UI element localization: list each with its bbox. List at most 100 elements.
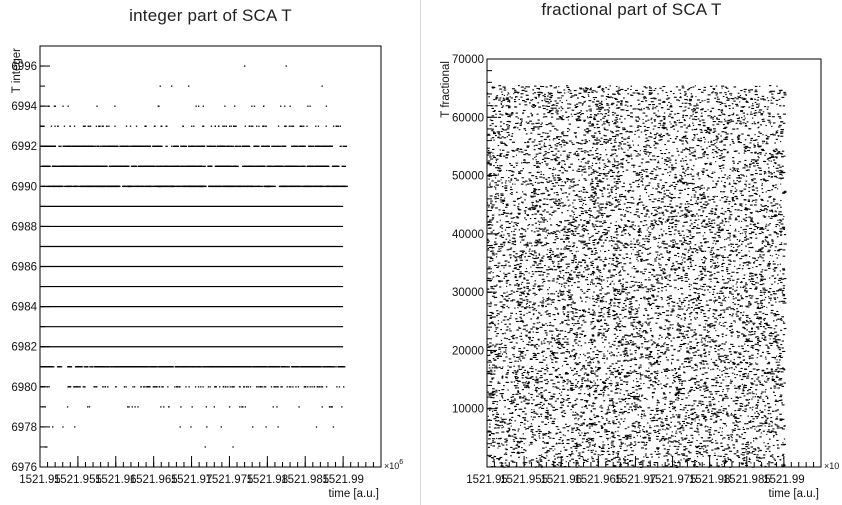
data-point [488, 426, 491, 428]
data-point [768, 115, 771, 117]
data-point [491, 367, 494, 369]
data-point [309, 105, 311, 107]
data-point [682, 453, 685, 455]
data-point [42, 406, 44, 408]
data-point [669, 285, 672, 287]
data-point [490, 466, 494, 468]
data-point [754, 89, 758, 91]
data-point [487, 147, 490, 149]
data-point [636, 285, 641, 287]
data-point [496, 167, 500, 169]
data-point [534, 96, 537, 98]
data-point [762, 134, 764, 136]
data-point [654, 382, 658, 384]
data-point [297, 185, 302, 188]
data-point [650, 193, 654, 196]
data-point [695, 450, 698, 453]
data-point [721, 464, 723, 466]
data-point [648, 182, 651, 184]
data-point [492, 131, 495, 133]
data-point [611, 209, 615, 211]
data-point [535, 466, 538, 468]
data-point [53, 105, 55, 107]
data-point [509, 330, 512, 332]
y-tick-label: 30000 [452, 287, 484, 299]
x-tick-label: 1521.95 [466, 474, 508, 486]
data-point [674, 394, 677, 396]
data-point [496, 416, 498, 418]
data-point [154, 366, 157, 368]
plot-frame [39, 45, 382, 468]
data-point [71, 145, 77, 147]
data-point [582, 240, 586, 242]
data-point [771, 333, 775, 335]
data-point [755, 210, 759, 212]
data-point [737, 428, 741, 430]
data-point [629, 406, 632, 408]
data-point [645, 224, 648, 226]
data-point [758, 340, 762, 342]
data-point [532, 208, 536, 210]
data-point [575, 258, 577, 261]
data-point [559, 252, 562, 254]
data-point [586, 151, 589, 153]
data-point [529, 253, 532, 255]
data-point [562, 427, 566, 429]
data-point [705, 132, 708, 134]
data-point [619, 377, 622, 379]
data-point [74, 165, 80, 167]
data-point [544, 389, 548, 391]
data-point [775, 138, 778, 140]
data-point [595, 423, 598, 426]
data-point [707, 437, 711, 439]
data-point [62, 145, 65, 147]
data-point [539, 205, 541, 207]
data-point [292, 366, 297, 368]
data-point [680, 140, 684, 142]
data-point [658, 139, 662, 141]
data-point [607, 188, 609, 190]
data-point [570, 113, 572, 115]
data-point [744, 214, 747, 216]
data-point [594, 239, 597, 241]
data-point [753, 262, 755, 264]
data-point [546, 299, 549, 301]
data-point [555, 375, 559, 377]
data-point [720, 140, 724, 142]
data-point [647, 301, 650, 303]
data-point [511, 412, 514, 414]
data-point [683, 149, 686, 151]
data-point [272, 406, 274, 408]
data-point [581, 290, 583, 292]
data-point [149, 165, 155, 167]
data-point [563, 234, 565, 236]
data-point [508, 358, 512, 360]
data-point [750, 89, 754, 91]
data-point [618, 401, 622, 403]
data-point [497, 416, 500, 419]
data-point [615, 362, 618, 364]
data-point [741, 348, 744, 350]
data-point [742, 376, 745, 378]
data-point [687, 166, 690, 169]
data-point [292, 145, 298, 147]
data-point [74, 366, 78, 368]
data-point [569, 291, 571, 294]
data-point [689, 323, 692, 325]
data-point [324, 366, 327, 368]
data-point [547, 163, 549, 165]
data-point [643, 220, 647, 222]
data-point [695, 304, 699, 306]
data-point [726, 372, 729, 375]
data-point [762, 457, 766, 459]
data-point [632, 466, 636, 468]
data-point [173, 145, 175, 147]
data-point [765, 240, 768, 242]
data-point [702, 367, 706, 369]
data-point [733, 100, 736, 102]
data-point [154, 145, 158, 147]
data-point [603, 166, 606, 168]
data-row [41, 165, 347, 167]
data-point [743, 375, 747, 378]
data-point [775, 404, 777, 406]
